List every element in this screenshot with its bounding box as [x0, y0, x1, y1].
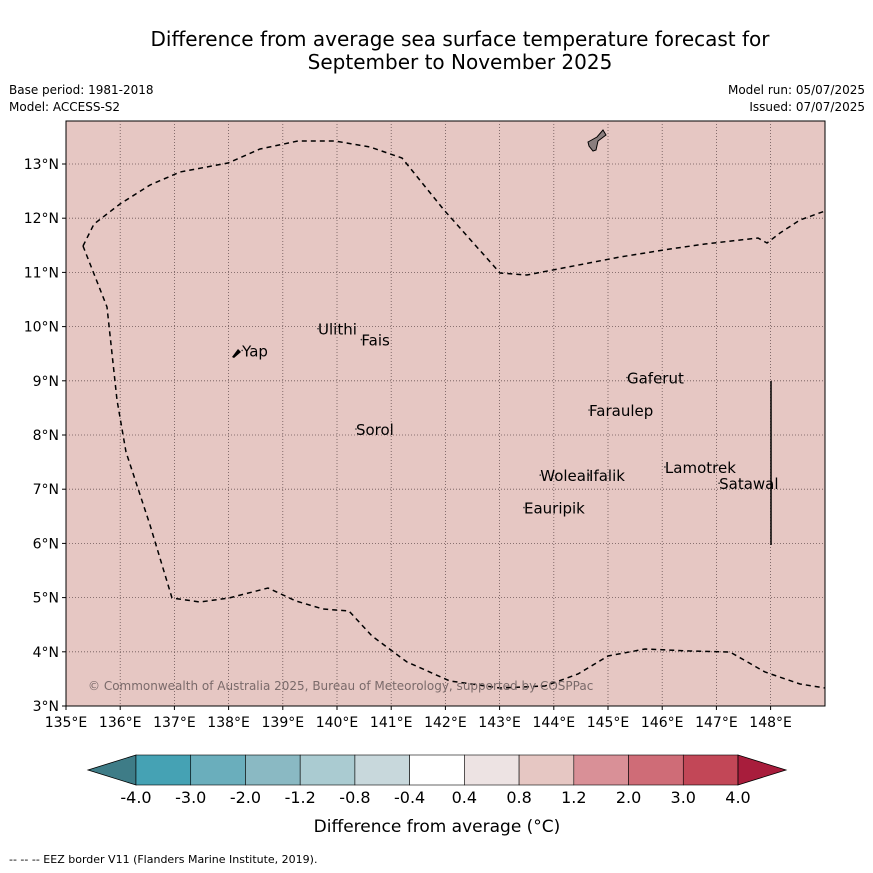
lat-tick-label: 4°N	[33, 645, 59, 661]
latitude-labels: 3°N 4°N 5°N 6°N 7°N 8°N 9°N 10°N 11°N 12°N 13°N	[24, 157, 66, 715]
guam-landmass	[587, 129, 607, 152]
lat-tick-label: 8°N	[33, 428, 59, 444]
lat-tick-label: 6°N	[33, 536, 59, 552]
island-marker	[241, 349, 243, 352]
lat-tick-label: 10°N	[24, 320, 59, 336]
lon-tick-label: 140°E	[316, 715, 359, 731]
colorbar-segment	[245, 754, 301, 786]
colorbar-tick-label: 0.8	[506, 788, 531, 807]
colorbar-over-arrow	[737, 754, 788, 786]
island-label-satawal: Satawal	[719, 475, 778, 493]
colorbar-tick-label: 4.0	[725, 788, 750, 807]
island-marker	[718, 482, 720, 485]
lat-tick-label: 11°N	[24, 265, 59, 281]
colorbar-under-arrow	[86, 754, 137, 786]
colorbar-tick-label: 1.2	[561, 788, 586, 807]
island-label-sorol: Sorol	[356, 421, 394, 439]
lon-tick-label: 141°E	[370, 715, 413, 731]
map-title: Difference from average sea surface temp…	[60, 28, 860, 74]
lon-tick-label: 142°E	[424, 715, 467, 731]
colorbar-segment	[518, 754, 575, 786]
base-period: Base period: 1981-2018	[9, 83, 154, 97]
colorbar-tick-label: -2.0	[230, 788, 261, 807]
issued-date: Issued: 07/07/2025	[749, 100, 865, 114]
lat-tick-label: 3°N	[33, 699, 59, 715]
colorbar-segment	[682, 754, 739, 786]
island-label-lamotrek: Lamotrek	[665, 459, 736, 477]
island-marker	[355, 428, 357, 430]
island-label-fais: Fais	[361, 332, 390, 350]
island-label-ifalik: Ifalik	[589, 467, 625, 485]
island-label-faraulep: Faraulep	[589, 402, 653, 420]
island-marker	[539, 474, 542, 476]
graticule	[66, 121, 825, 706]
lon-tick-label: 143°E	[478, 715, 521, 731]
island-label-woleai: Woleai	[540, 467, 590, 485]
island-marker	[664, 466, 666, 468]
island-marker	[523, 506, 525, 509]
island-label-ulithi: Ulithi	[318, 321, 357, 339]
lat-tick-label: 9°N	[33, 374, 59, 390]
colorbar-segment	[628, 754, 684, 786]
colorbar-segment	[464, 754, 520, 786]
lon-tick-label: 138°E	[207, 715, 250, 731]
lon-tick-label: 146°E	[641, 715, 684, 731]
colorbar-label: Difference from average (°C)	[314, 817, 561, 837]
lat-tick-label: 5°N	[33, 591, 59, 607]
title-line-1: Difference from average sea surface temp…	[150, 27, 770, 51]
colorbar-tick-label: -0.4	[394, 788, 425, 807]
lon-tick-label: 135°E	[45, 715, 88, 731]
yap-landmass	[232, 349, 241, 358]
colorbar-tick-label: 3.0	[671, 788, 696, 807]
colorbar-tick-label: 0.4	[452, 788, 477, 807]
eez-border	[82, 245, 826, 689]
colorbar-segment	[409, 754, 465, 786]
lon-tick-label: 144°E	[533, 715, 576, 731]
island-marker	[360, 338, 363, 341]
lon-tick-label: 136°E	[99, 715, 142, 731]
colorbar-tick-label: -1.2	[285, 788, 316, 807]
lon-tick-label: 137°E	[153, 715, 196, 731]
lon-tick-label: 139°E	[262, 715, 305, 731]
lon-tick-label: 145°E	[587, 715, 630, 731]
colorbar-tick-label: -3.0	[175, 788, 206, 807]
colorbar-segment	[573, 754, 629, 786]
lat-tick-label: 13°N	[24, 157, 59, 173]
lat-tick-label: 12°N	[24, 211, 59, 227]
island-label-yap: Yap	[241, 342, 268, 360]
copyright-text: © Commonwealth of Australia 2025, Bureau…	[88, 679, 593, 693]
colorbar-segment	[190, 754, 246, 786]
eez-footnote: -- -- -- EEZ border V11 (Flanders Marine…	[9, 853, 318, 866]
island-marker	[588, 474, 590, 476]
model-name: Model: ACCESS-S2	[9, 100, 121, 114]
colorbar-tick-label: -0.8	[339, 788, 370, 807]
island-marker	[317, 327, 319, 330]
lon-tick-label: 148°E	[749, 715, 792, 731]
island-marker	[588, 409, 590, 411]
island-label-gaferut: Gaferut	[627, 370, 684, 388]
longitude-labels: 135°E 136°E 137°E 138°E 139°E 140°E 141°E 142°E…	[45, 706, 792, 731]
island-marker	[626, 376, 628, 379]
lon-tick-label: 147°E	[695, 715, 738, 731]
model-run: Model run: 05/07/2025	[727, 83, 865, 97]
title-line-2: September to November 2025	[307, 50, 613, 74]
colorbar-tick-label: 2.0	[616, 788, 641, 807]
colorbar-segment	[299, 754, 356, 786]
meta-left: Base period: 1981-2018 Model: ACCESS-S2	[9, 82, 154, 116]
colorbar: -4.0 -3.0 -2.0 -1.2 -0.8 -0.4 0.4 0.8 1.2 2.0 3.0 4…	[86, 754, 788, 807]
colorbar-segment	[354, 754, 410, 786]
island-label-eauripik: Eauripik	[524, 500, 585, 518]
lat-tick-label: 7°N	[33, 482, 59, 498]
meta-right: Model run: 05/07/2025 Issued: 07/07/2025	[728, 82, 865, 116]
colorbar-tick-label: -4.0	[120, 788, 151, 807]
colorbar-segment	[135, 754, 192, 786]
